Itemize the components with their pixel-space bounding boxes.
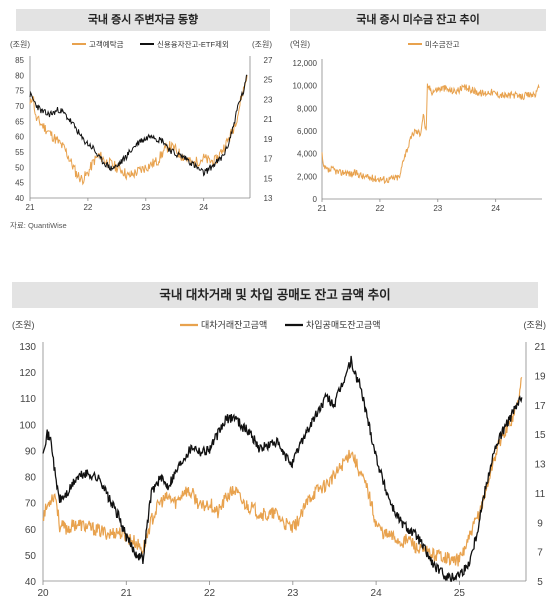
chart-3-y-left-tick: 110 — [20, 394, 36, 405]
chart-1-series-credit — [29, 74, 248, 177]
chart-1-x-tick: 24 — [199, 203, 208, 212]
chart-3-y-right-tick: 5 — [537, 577, 543, 588]
chart-3-y-right-tick: 9 — [537, 518, 543, 529]
chart-1-svg: (조원) (조원) 고객예탁금 신용융자잔고-ETF제외 40 45 50 55 60 65 70 7… — [10, 39, 273, 230]
chart-1-y-right-tick: 13 — [264, 194, 273, 203]
chart-3-y-right-tick: 11 — [535, 489, 546, 500]
chart-3-y-left-tick: 90 — [25, 446, 37, 457]
chart-3-y-right-tick: 15 — [534, 430, 546, 441]
chart-2-title: 국내 증시 미수금 잔고 추이 — [290, 9, 546, 31]
chart-3-legend-label-short: 차입공매도잔고금액 — [306, 319, 381, 330]
chart-2-y-tick: 12,000 — [293, 59, 318, 68]
chart-1-y-left-tick: 50 — [15, 163, 24, 172]
chart-3-panel: 국내 대차거래 및 차입 공매도 잔고 금액 추이 (조원) (조원) 대차거래잔고… — [0, 270, 551, 603]
chart-1-y-left-tick: 75 — [15, 87, 24, 96]
chart-3-y-right-tick: 7 — [537, 548, 543, 559]
chart-1-y-right-tick: 15 — [264, 174, 273, 183]
chart-2-x-tick: 24 — [491, 204, 500, 213]
chart-2-y-tick: 2,000 — [297, 172, 318, 181]
chart-3-x-tick: 25 — [454, 588, 466, 599]
chart-3-y-right-tick: 13 — [534, 460, 546, 471]
chart-3-left-unit: (조원) — [12, 320, 35, 330]
chart-2-legend-label: 미수금잔고 — [425, 39, 460, 49]
chart-3-series-short — [42, 355, 523, 582]
chart-1-right-unit: (조원) — [252, 40, 272, 49]
chart-3-y-left-tick: 40 — [25, 577, 37, 588]
chart-1-y-right-tick: 21 — [264, 115, 273, 124]
chart-1-y-right-tick: 27 — [264, 56, 273, 65]
chart-2-y-tick: 0 — [313, 195, 318, 204]
chart-1-y-right-tick: 25 — [264, 76, 273, 85]
chart-2-x-tick: 23 — [433, 204, 442, 213]
chart-3-x-tick: 24 — [371, 588, 383, 599]
chart-3-x-tick: 23 — [287, 588, 299, 599]
chart-1-source: 자료: QuantiWise — [10, 221, 67, 230]
chart-2-svg: (억원) 미수금잔고 0 2,000 4,000 6,000 8,000 10,000 12,0… — [290, 39, 542, 213]
chart-3-y-left-tick: 120 — [19, 368, 36, 379]
chart-3-y-left-tick: 80 — [25, 473, 37, 484]
chart-3-y-left-tick: 130 — [19, 342, 36, 353]
chart-2-y-tick: 10,000 — [293, 82, 318, 91]
chart-3-y-left-tick: 70 — [25, 499, 37, 510]
chart-2-y-tick: 6,000 — [297, 127, 318, 136]
chart-1-y-right-tick: 23 — [264, 95, 273, 104]
chart-1-legend-label-credit: 신용융자잔고-ETF제외 — [157, 39, 229, 49]
chart-3-series-lending — [42, 376, 523, 567]
chart-1-y-left-tick: 70 — [15, 102, 24, 111]
chart-1-legend-label-deposit: 고객예탁금 — [89, 39, 124, 49]
chart-3-y-left-tick: 100 — [19, 420, 36, 431]
chart-1-series-deposit — [29, 75, 248, 186]
chart-3-legend-label-lending: 대차거래잔고금액 — [201, 319, 267, 330]
chart-2-y-tick: 8,000 — [297, 104, 318, 113]
chart-2-panel: 국내 증시 미수금 잔고 추이 (억원) 미수금잔고 0 2,000 4,000 6,00… — [280, 0, 551, 240]
chart-2-y-unit: (억원) — [290, 39, 310, 49]
chart-2-series-margin — [321, 83, 540, 185]
chart-3-y-right-tick: 21 — [534, 342, 546, 353]
chart-2-x-tick: 22 — [375, 204, 384, 213]
chart-1-y-left-tick: 40 — [15, 194, 24, 203]
chart-3-x-tick: 22 — [204, 588, 216, 599]
chart-3-y-left-tick: 50 — [25, 551, 37, 562]
chart-1-y-left-tick: 45 — [15, 179, 24, 188]
chart-1-title: 국내 증시 주변자금 동향 — [16, 9, 270, 31]
chart-1-y-right-tick: 17 — [264, 155, 273, 164]
chart-3-y-left-tick: 60 — [25, 525, 37, 536]
chart-1-y-left-tick: 85 — [15, 56, 24, 65]
chart-2-y-tick: 4,000 — [297, 150, 318, 159]
chart-3-x-tick: 20 — [37, 588, 49, 599]
chart-1-panel: 국내 증시 주변자금 동향 (조원) (조원) 고객예탁금 신용융자잔고-ETF제외 4… — [0, 0, 280, 240]
chart-1-y-left-tick: 60 — [15, 133, 24, 142]
chart-3-x-tick: 21 — [121, 588, 133, 599]
chart-3-y-right-tick: 17 — [534, 401, 546, 412]
chart-1-x-tick: 21 — [26, 203, 35, 212]
chart-2-x-tick: 21 — [318, 204, 327, 213]
chart-1-y-left-tick: 65 — [15, 117, 24, 126]
chart-3-title: 국내 대차거래 및 차입 공매도 잔고 금액 추이 — [12, 282, 538, 308]
chart-3-svg: (조원) (조원) 대차거래잔고금액 차입공매도잔고금액 40 50 60 70 80 90 100… — [12, 319, 546, 599]
chart-1-x-tick: 22 — [83, 203, 92, 212]
chart-1-left-unit: (조원) — [10, 40, 30, 49]
chart-1-y-left-tick: 55 — [15, 148, 24, 157]
chart-3-right-unit: (조원) — [523, 320, 546, 330]
chart-3-y-right-tick: 19 — [534, 371, 546, 382]
chart-1-y-right-tick: 19 — [264, 135, 273, 144]
chart-1-y-left-tick: 80 — [15, 71, 24, 80]
chart-1-x-tick: 23 — [141, 203, 150, 212]
